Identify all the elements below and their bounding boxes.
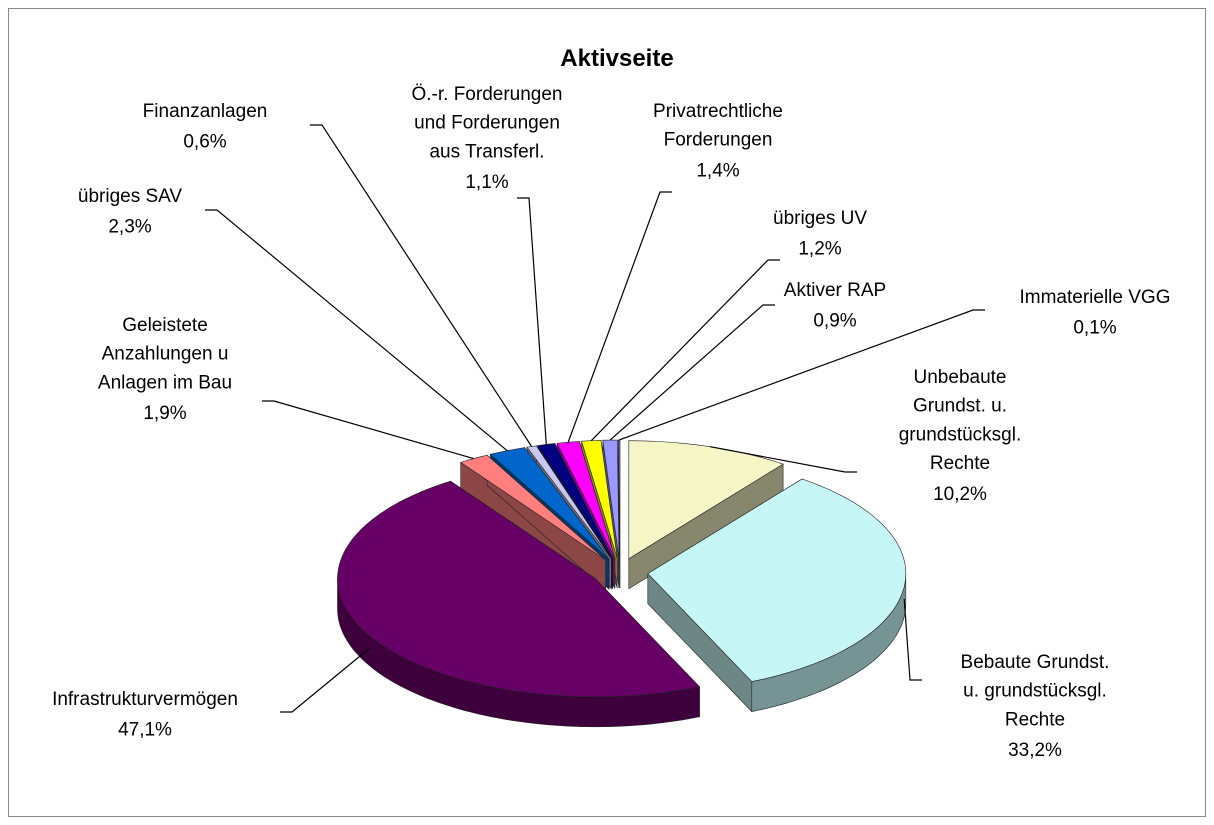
slice-label: Ö.-r. Forderungen und Forderungen aus Tran… <box>411 84 562 162</box>
leader-line <box>903 598 922 681</box>
slice-label: Bebaute Grundst. u. grundstücksgl. Rechte <box>961 652 1110 730</box>
value-label: 1,9% <box>143 403 186 424</box>
value-label: 10,2% <box>933 484 987 505</box>
slice-label: Finanzanlagen <box>143 101 268 122</box>
value-label: 1,4% <box>696 160 739 181</box>
slice-label: Privatrechtliche Forderungen <box>653 101 783 151</box>
value-label: 0,9% <box>813 311 856 332</box>
chart-title: Aktivseite <box>560 45 673 72</box>
value-label: 1,1% <box>465 172 508 193</box>
leader-line <box>709 446 857 473</box>
slice-label: Unbebaute Grundst. u. grundstücksgl. Rechte <box>899 367 1022 474</box>
slice-label: Immaterielle VGG <box>1020 287 1171 308</box>
value-label: 47,1% <box>118 720 172 741</box>
leader-line <box>590 259 780 442</box>
leader-line <box>310 124 533 447</box>
leader-line <box>567 191 672 443</box>
leader-line <box>205 209 508 452</box>
slice-label: übriges UV <box>773 208 867 229</box>
leader-line <box>609 304 775 441</box>
leader-line <box>280 647 371 713</box>
slice <box>647 478 907 682</box>
leader-line <box>517 197 547 445</box>
value-label: 0,6% <box>183 132 226 153</box>
value-label: 33,2% <box>1008 740 1062 761</box>
slice <box>337 480 701 698</box>
value-label: 0,1% <box>1073 318 1116 339</box>
slice-label: Aktiver RAP <box>784 280 886 301</box>
leader-line <box>618 309 985 441</box>
slice-label: übriges SAV <box>78 186 183 207</box>
slice-label: Geleistete Anzahlungen u Anlagen im Bau <box>98 315 232 393</box>
leader-line <box>262 400 474 460</box>
value-label: 2,3% <box>108 217 151 238</box>
slice <box>489 447 610 560</box>
value-label: 1,2% <box>798 239 841 260</box>
slice-label: Infrastrukturvermögen <box>52 689 238 710</box>
